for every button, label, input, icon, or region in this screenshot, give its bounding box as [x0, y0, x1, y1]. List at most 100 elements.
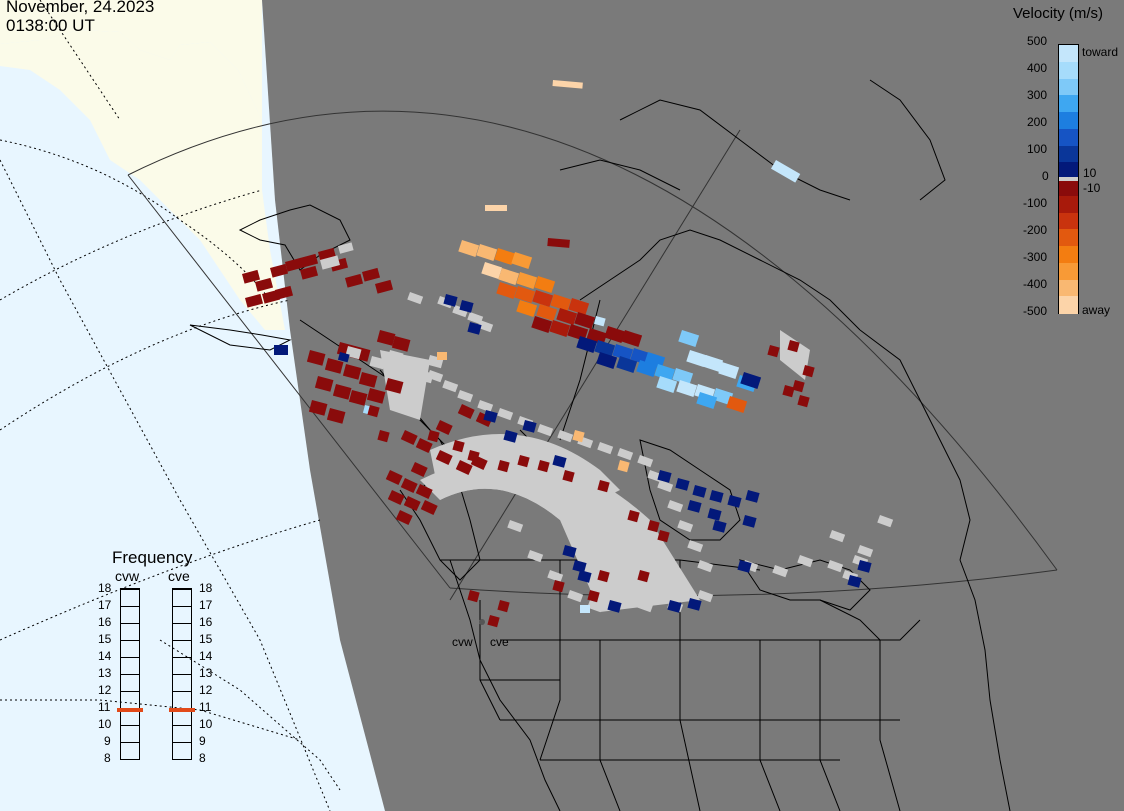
- velocity-cell: [692, 485, 707, 498]
- velocity-cell: [537, 459, 550, 473]
- freq-scale-label-right: 12: [199, 683, 213, 697]
- velocity-cell: [443, 293, 458, 307]
- velocity-cell: [667, 600, 682, 613]
- velocity-cell: [672, 368, 694, 385]
- velocity-cell: [621, 330, 643, 347]
- velocity-cell: [377, 430, 390, 443]
- freq-scale-label-left: 8: [104, 751, 111, 765]
- velocity-color-segment: [1059, 195, 1078, 213]
- velocity-cell: [549, 320, 571, 337]
- velocity-cell: [367, 405, 380, 418]
- velocity-cell: [420, 499, 438, 515]
- velocity-cell: [676, 380, 698, 397]
- velocity-cell: [877, 514, 894, 528]
- velocity-cell: [477, 400, 494, 413]
- freq-scale-label-left: 13: [98, 666, 112, 680]
- velocity-cell: [374, 279, 394, 294]
- velocity-cell: [326, 408, 346, 424]
- velocity-cell: [395, 509, 413, 525]
- vel-tick-minus400: -400: [1023, 277, 1048, 291]
- velocity-cell: [572, 559, 587, 573]
- velocity-cell: [767, 344, 780, 358]
- velocity-cell: [314, 376, 334, 392]
- velocity-cell: [391, 336, 411, 352]
- velocity-cell: [337, 352, 350, 363]
- velocity-cell: [306, 350, 326, 366]
- freq-tick: [121, 759, 139, 760]
- velocity-cell: [677, 520, 694, 533]
- freq-radar-cvw: cvw: [115, 568, 140, 584]
- freq-scale-label-left: 11: [98, 700, 111, 714]
- velocity-cell: [696, 392, 718, 409]
- velocity-cell: [452, 305, 469, 318]
- velocity-cell: [467, 322, 482, 335]
- velocity-cell: [497, 408, 514, 421]
- velocity-cell: [678, 330, 700, 347]
- vel-tick-minus500: -500: [1023, 304, 1048, 318]
- freq-scale-label-right: 10: [199, 717, 213, 731]
- freq-scale-label-left: 14: [98, 649, 112, 663]
- velocity-cell: [771, 160, 801, 183]
- velocity-cell: [742, 514, 757, 528]
- velocity-cell: [802, 365, 815, 378]
- night-side-landmass: [262, 0, 1124, 811]
- velocity-cell: [647, 520, 660, 533]
- velocity-cell: [376, 330, 396, 346]
- velocity-cell: [604, 326, 626, 343]
- velocity-cell: [740, 372, 762, 389]
- velocity-cell: [361, 267, 381, 282]
- velocity-cell: [675, 477, 690, 491]
- velocity-cell: [637, 570, 650, 583]
- freq-tick: [173, 657, 191, 658]
- frequency-bar-cve: [169, 588, 195, 760]
- freq-tick: [173, 623, 191, 624]
- velocity-cell: [467, 450, 480, 463]
- velocity-cell: [607, 600, 622, 613]
- velocity-cell: [269, 263, 289, 278]
- graticule-lines: [0, 0, 341, 811]
- velocity-cell: [477, 320, 494, 333]
- velocity-cell: [452, 440, 465, 453]
- freq-scale-label-left: 10: [98, 717, 112, 731]
- velocity-color-segment: [1059, 145, 1078, 163]
- velocity-cell: [562, 469, 575, 483]
- velocity-color-segment: [1059, 78, 1078, 96]
- velocity-cell: [476, 244, 498, 261]
- velocity-cell: [435, 420, 453, 435]
- velocity-cell: [709, 490, 724, 503]
- velocity-cell: [697, 590, 714, 603]
- velocity-cell: [737, 560, 752, 573]
- vel-tick-200: 200: [1027, 115, 1048, 129]
- velocity-cell: [627, 510, 640, 523]
- velocity-cell: [496, 282, 518, 299]
- freq-tick: [121, 674, 139, 675]
- velocity-cell: [487, 615, 500, 628]
- velocity-cell: [827, 559, 844, 573]
- date-label: November, 24.2023: [6, 0, 155, 16]
- velocity-cell: [358, 372, 378, 388]
- velocity-colorbar: [1058, 44, 1079, 314]
- velocity-cell: [712, 388, 734, 405]
- freq-radar-cve: cve: [168, 568, 190, 584]
- velocity-cell: [567, 324, 589, 341]
- velocity-cell: [727, 495, 742, 508]
- velocity-cell: [338, 242, 354, 254]
- velocity-cell: [568, 298, 590, 315]
- velocity-cell: [547, 238, 570, 248]
- freq-scale-label-right: 8: [199, 751, 206, 765]
- velocity-cell: [552, 580, 565, 593]
- siberia-landmass: [0, 30, 285, 330]
- freq-scale-label-left: 18: [98, 581, 112, 595]
- velocity-cell: [403, 496, 421, 511]
- freq-tick: [121, 742, 139, 743]
- velocity-cell: [455, 459, 473, 475]
- freq-tick: [121, 640, 139, 641]
- freq-marker: [169, 707, 195, 712]
- velocity-cell: [552, 80, 583, 89]
- velocity-cell: [797, 555, 814, 568]
- velocity-cell: [497, 460, 510, 473]
- vel-tick-400: 400: [1027, 61, 1048, 75]
- freq-scale-label-left: 15: [98, 632, 112, 646]
- velocity-cell: [320, 255, 340, 270]
